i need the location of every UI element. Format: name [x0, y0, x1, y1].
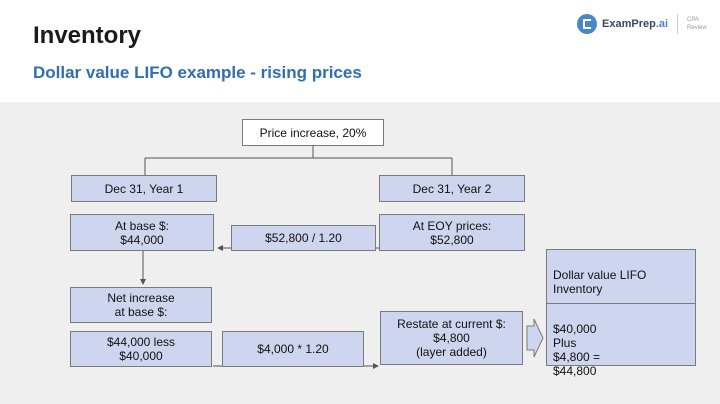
eoy-prices-box: At EOY prices: $52,800 — [379, 214, 525, 251]
logo-text: ExamPrep.ai — [602, 18, 668, 30]
net-increase-box: Net increase at base $: — [70, 287, 212, 323]
block-arrow-to-result — [526, 318, 544, 358]
page-title: Inventory — [33, 22, 142, 49]
result-body: $40,000 Plus $4,800 = $44,800 — [553, 322, 601, 378]
year1-box: Dec 31, Year 1 — [71, 175, 217, 202]
logo-icon — [577, 14, 597, 34]
result-title: Dollar value LIFO Inventory — [547, 264, 695, 304]
page-subtitle: Dollar value LIFO example - rising price… — [33, 63, 362, 82]
brand-logo: ExamPrep.ai CPA Review — [577, 14, 707, 34]
divide-box: $52,800 / 1.20 — [231, 225, 376, 251]
logo-suffix: .ai — [655, 18, 669, 30]
at-base-box: At base $: $44,000 — [70, 214, 214, 251]
logo-subtext: CPA Review — [687, 17, 707, 31]
restate-box: Restate at current $: $4,800 (layer adde… — [380, 311, 523, 365]
result-box: Dollar value LIFO Inventory $40,000 Plus… — [546, 249, 696, 378]
logo-name: ExamPrep — [602, 18, 656, 30]
year2-box: Dec 31, Year 2 — [379, 175, 525, 202]
price-increase-box: Price increase, 20% — [242, 119, 384, 146]
multiply-box: $4,000 * 1.20 — [222, 331, 364, 367]
less-box: $44,000 less $40,000 — [70, 331, 212, 367]
logo-divider — [677, 14, 679, 34]
